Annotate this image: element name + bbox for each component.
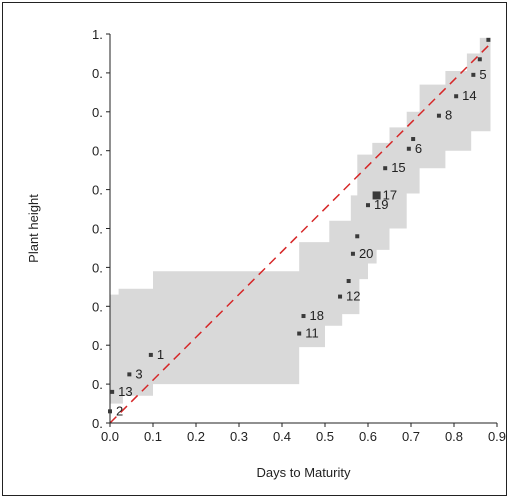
x-tick-label: 0.5 xyxy=(316,429,334,444)
point-label: 17 xyxy=(383,187,397,202)
point-label: 1 xyxy=(157,347,164,362)
y-tick-label: 0. xyxy=(92,144,103,159)
data-point xyxy=(411,137,416,142)
point-label: 19 xyxy=(374,197,388,212)
data-point xyxy=(471,72,476,77)
x-tick-label: 0.6 xyxy=(359,429,377,444)
data-point xyxy=(355,234,360,239)
x-tick-label: 0.4 xyxy=(273,429,291,444)
data-point xyxy=(477,57,482,62)
data-point xyxy=(366,203,370,208)
data-point xyxy=(436,113,441,118)
x-axis-title: Days to Maturity xyxy=(257,465,351,480)
data-point xyxy=(383,166,388,171)
x-tick-label: 0.3 xyxy=(230,429,248,444)
y-tick-label: 1. xyxy=(92,27,103,42)
y-tick-label: 0. xyxy=(92,222,103,237)
y-tick-label: 0. xyxy=(92,299,103,314)
x-tick-label: 0.7 xyxy=(402,429,420,444)
y-tick-label: 0. xyxy=(92,183,103,198)
data-point xyxy=(301,314,306,319)
x-tick-label: 0.2 xyxy=(187,429,205,444)
data-point xyxy=(346,279,351,284)
x-tick-label: 0.1 xyxy=(144,429,162,444)
confidence-band xyxy=(110,37,491,404)
point-label: 13 xyxy=(118,384,132,399)
y-tick-label: 0. xyxy=(92,260,103,275)
point-label: 14 xyxy=(462,88,476,103)
point-label: 18 xyxy=(310,308,324,323)
point-label: 15 xyxy=(391,160,405,175)
x-tick-label: 0.0 xyxy=(101,429,119,444)
data-point xyxy=(350,251,355,256)
data-point xyxy=(486,37,491,42)
data-point xyxy=(127,372,132,377)
y-tick-label: 0. xyxy=(92,66,103,81)
point-label: 6 xyxy=(415,141,422,156)
x-tick-label: 0.9 xyxy=(488,429,506,444)
chart-frame xyxy=(2,2,507,496)
point-label: 5 xyxy=(479,67,486,82)
point-label: 3 xyxy=(135,366,142,381)
y-tick-label: 0. xyxy=(92,416,103,431)
y-tick-label: 0. xyxy=(92,105,103,120)
point-label: 2 xyxy=(116,403,123,418)
data-point xyxy=(110,389,115,394)
data-point xyxy=(108,409,112,414)
point-label: 20 xyxy=(359,246,373,261)
y-tick-label: 0. xyxy=(92,377,103,392)
data-point xyxy=(148,352,153,357)
x-tick-label: 0.8 xyxy=(445,429,463,444)
point-label: 8 xyxy=(445,108,452,123)
data-point xyxy=(406,146,411,151)
data-point xyxy=(338,294,343,299)
y-axis-title: Plant height xyxy=(26,194,41,263)
point-label: 11 xyxy=(305,326,319,341)
data-point xyxy=(297,331,302,336)
point-label: 12 xyxy=(346,289,360,304)
highlighted-data-point xyxy=(372,191,381,200)
data-point xyxy=(454,94,459,99)
y-tick-label: 0. xyxy=(92,338,103,353)
